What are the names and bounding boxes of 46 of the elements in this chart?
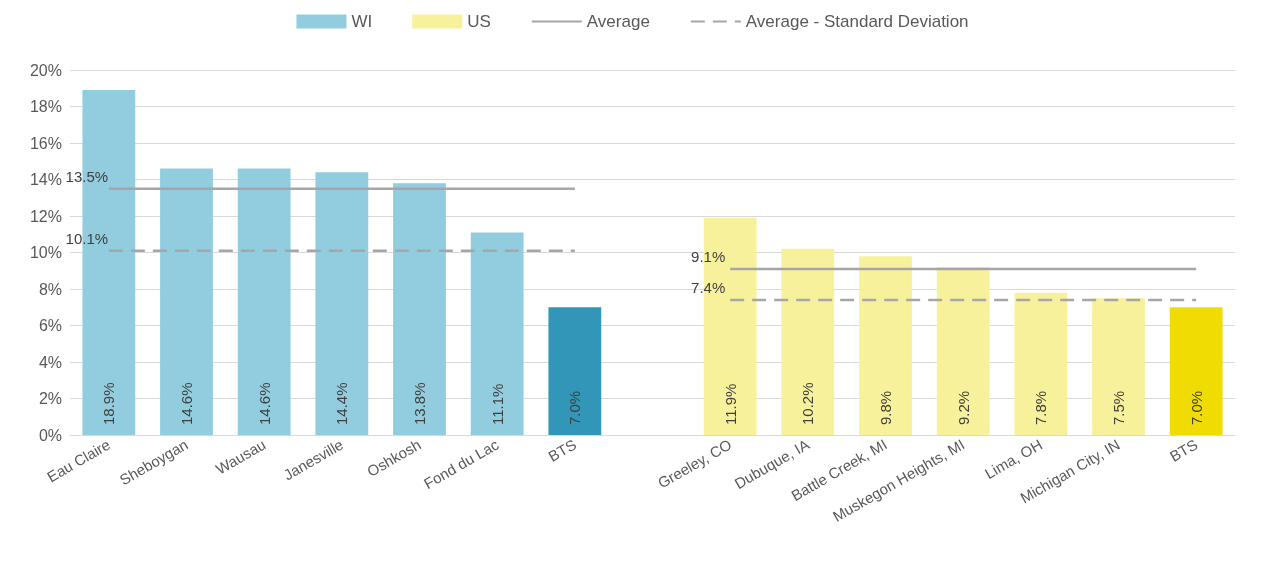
bar	[393, 183, 446, 435]
data-label: 7.5%	[1110, 390, 1127, 425]
legend-label: Average	[586, 12, 650, 31]
data-label: 18.9%	[100, 382, 118, 425]
data-label: 7.0%	[1187, 390, 1205, 425]
bar	[315, 172, 369, 435]
y-tick-label: 2%	[38, 390, 62, 407]
x-tick-label: BTS	[1166, 435, 1201, 465]
bar	[237, 168, 291, 435]
bar	[160, 168, 213, 435]
data-label: 7.0%	[566, 390, 584, 425]
y-tick-label: 10%	[29, 244, 62, 261]
legend-label: WI	[351, 12, 373, 31]
data-label: 11.1%	[488, 383, 506, 425]
bar	[1014, 292, 1068, 435]
y-tick-label: 8%	[38, 280, 62, 298]
data-label: 9.1%	[691, 247, 726, 265]
y-tick-label: 4%	[38, 353, 62, 371]
data-label: 7.4%	[691, 278, 726, 296]
bar	[1169, 307, 1223, 435]
data-label: 10.2%	[799, 382, 817, 425]
y-tick-label: 18%	[29, 98, 62, 115]
bar	[859, 256, 912, 435]
data-label: 9.2%	[954, 390, 972, 425]
bar	[781, 248, 835, 435]
y-tick-label: 6%	[38, 317, 62, 334]
y-tick-label: 14%	[29, 171, 62, 188]
bar	[1092, 298, 1145, 435]
y-tick-label: 16%	[29, 134, 62, 152]
bar	[548, 307, 602, 435]
data-label: 14.6%	[255, 382, 273, 425]
x-tick-label: BTS	[545, 435, 580, 465]
data-label: 14.4%	[333, 382, 351, 425]
data-label: 14.6%	[178, 382, 195, 425]
bar	[470, 232, 524, 435]
data-label: 11.9%	[721, 383, 739, 425]
y-tick-label: 0%	[38, 426, 62, 444]
x-tick-label: Lima, OH	[981, 435, 1046, 482]
data-label: 13.8%	[411, 382, 428, 425]
legend-label: Average - Standard Deviation	[745, 12, 969, 31]
bar	[936, 267, 990, 435]
y-tick-label: 20%	[29, 61, 62, 79]
legend-label: US	[467, 12, 491, 31]
data-label: 7.8%	[1032, 390, 1050, 425]
y-tick-label: 12%	[29, 207, 62, 225]
data-label: 9.8%	[877, 390, 894, 425]
